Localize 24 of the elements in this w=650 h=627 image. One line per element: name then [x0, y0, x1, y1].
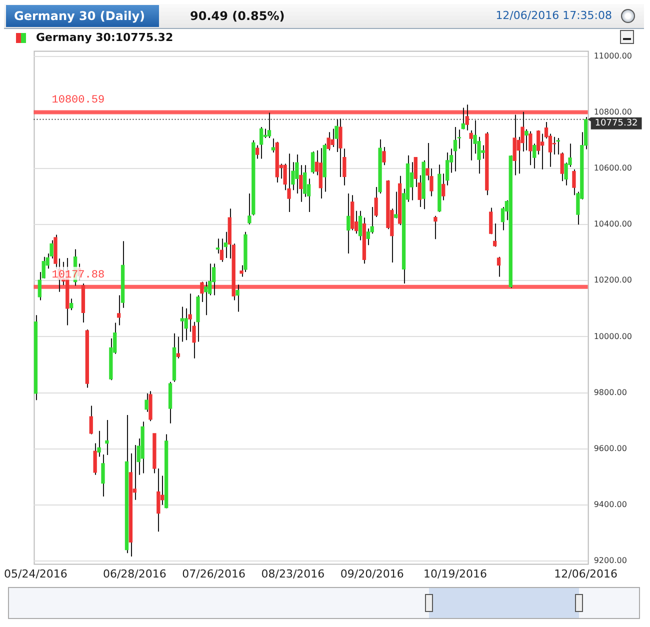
x-tick-label: 07/26/2016	[182, 567, 246, 580]
ref-line-label: 10775.32	[594, 118, 638, 129]
x-tick-label: 08/23/2016	[261, 567, 325, 580]
y-tick-label: 9600.00	[594, 444, 627, 453]
y-tick-label: 9400.00	[594, 500, 627, 510]
y-tick-label: 9200.00	[594, 556, 627, 566]
ref-line-label: 10177.88	[52, 269, 105, 282]
x-tick-label: 10/19/2016	[424, 567, 487, 580]
y-tick-label: 10800.00	[594, 108, 632, 117]
x-tick-label: 05/24/2016	[4, 567, 68, 580]
y-tick-label: 10600.00	[594, 164, 632, 173]
y-tick-label: 10200.00	[594, 276, 632, 285]
chart-subtitle: 90.49 (0.85%)	[190, 8, 285, 25]
y-tick-label: 10000.00	[594, 332, 632, 341]
chart-title: Germany 30 (Daily)	[6, 5, 160, 27]
x-tick-label: 06/28/2016	[102, 567, 166, 580]
text: Germany 30:10775.32	[36, 30, 174, 46]
y-tick-label: 10400.00	[594, 220, 632, 229]
text: 12/06/2016 17:35:08	[496, 8, 612, 24]
ref-line-label: 10800.59	[52, 94, 105, 107]
x-tick-label: 12/06/2016	[554, 567, 618, 580]
y-tick-label: 11000.00	[594, 51, 632, 60]
x-tick-label: 09/20/2016	[340, 567, 404, 580]
y-tick-label: 9800.00	[594, 388, 627, 397]
